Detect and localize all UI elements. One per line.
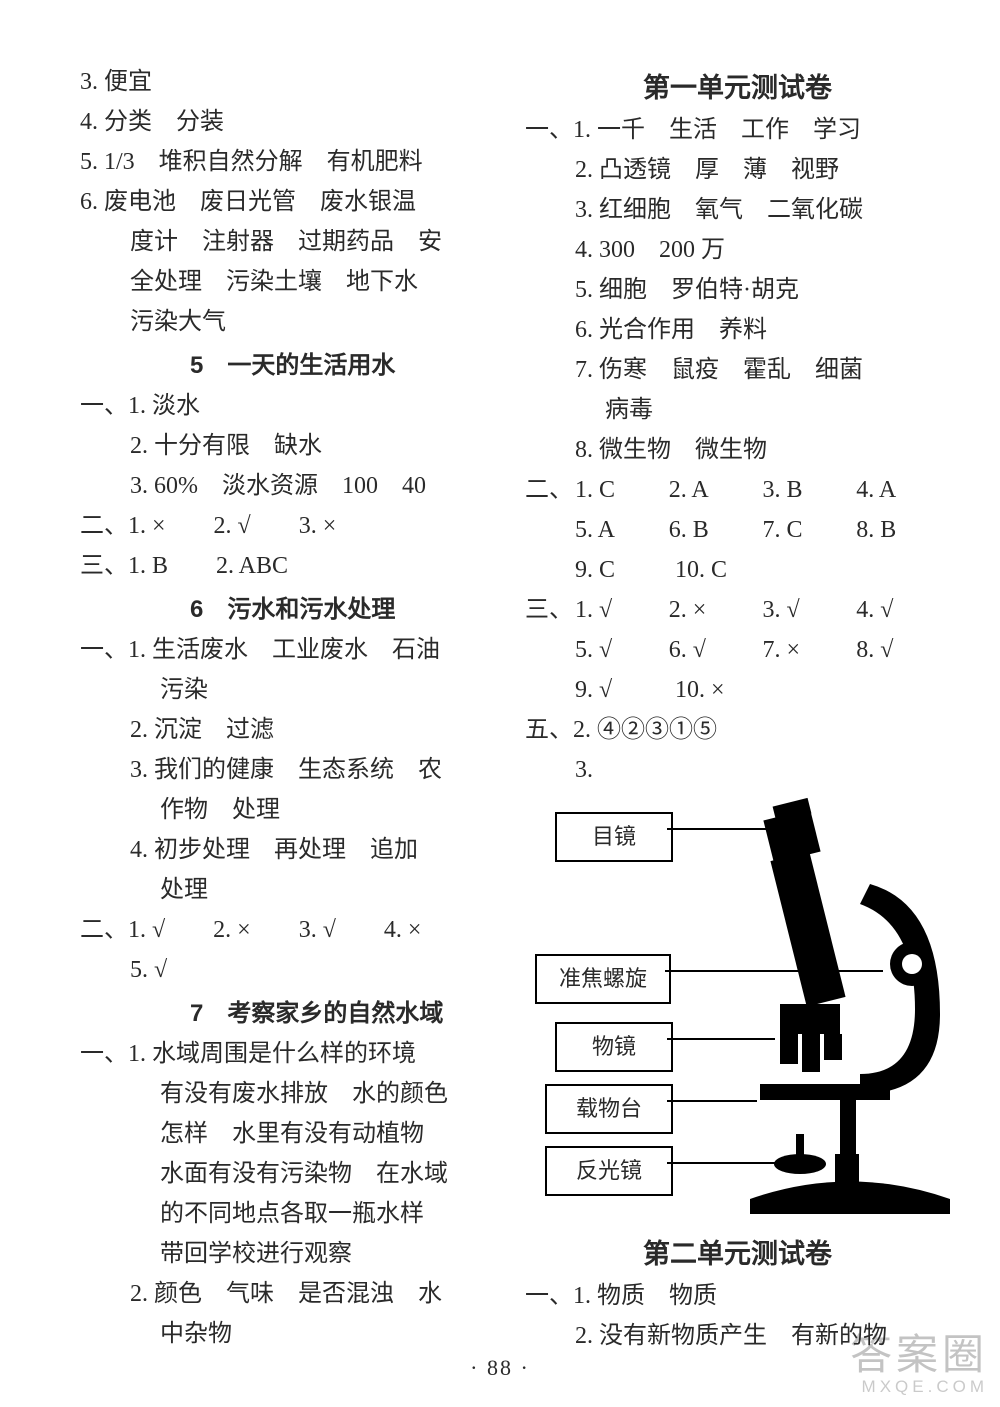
- tf-row: 5. √ 6. √ 7. × 8. √: [525, 630, 950, 670]
- tf-cell: 3. √: [763, 590, 857, 630]
- answer-line: 三、1. B 2. ABC: [80, 546, 485, 586]
- tf-cell: 2. ×: [669, 590, 763, 630]
- label-stage: 载物台: [545, 1084, 673, 1134]
- tf-row: 三、 1. √ 2. × 3. √ 4. √: [525, 590, 950, 630]
- choice-row: 9. C 10. C: [525, 550, 950, 590]
- label-objective: 物镜: [555, 1022, 673, 1072]
- section-heading-5: 5 一天的生活用水: [80, 346, 485, 386]
- answer-line: 有没有废水排放 水的颜色: [80, 1074, 485, 1114]
- section-roman: 二、: [525, 470, 575, 510]
- answer-line: 度计 注射器 过期药品 安: [80, 222, 485, 262]
- tf-cell: 6. √: [669, 630, 763, 670]
- answer-line: 二、1. √ 2. × 3. √ 4. ×: [80, 910, 485, 950]
- answer-line: 2. 十分有限 缺水: [80, 426, 485, 466]
- answer-line: 污染: [80, 670, 485, 710]
- answer-line: 水面有没有污染物 在水域: [80, 1154, 485, 1194]
- tf-cell: 1. √: [575, 590, 669, 630]
- tf-cell: 9. √: [575, 670, 675, 710]
- answer-line: 6. 废电池 废日光管 废水银温: [80, 182, 485, 222]
- answer-line: 二、1. × 2. √ 3. ×: [80, 506, 485, 546]
- answer-line: 4. 分类 分装: [80, 102, 485, 142]
- section-heading-7: 7 考察家乡的自然水域: [80, 994, 485, 1034]
- answer-line: 3. 红细胞 氧气 二氧化碳: [525, 190, 950, 230]
- right-column: 第一单元测试卷 一、1. 一千 生活 工作 学习 2. 凸透镜 厚 薄 视野 3…: [515, 62, 950, 1320]
- answer-line: 全处理 污染土壤 地下水: [80, 262, 485, 302]
- answer-line: 一、1. 淡水: [80, 386, 485, 426]
- tf-cell: 8. √: [856, 630, 950, 670]
- choice-cell: 8. B: [856, 510, 950, 550]
- left-column: 3. 便宜 4. 分类 分装 5. 1/3 堆积自然分解 有机肥料 6. 废电池…: [80, 62, 515, 1320]
- answer-line: 一、1. 物质 物质: [525, 1276, 950, 1316]
- answer-line: 中杂物: [80, 1314, 485, 1354]
- answer-line: 3. 60% 淡水资源 100 40: [80, 466, 485, 506]
- answer-line: 污染大气: [80, 302, 485, 342]
- answer-line: 7. 伤寒 鼠疫 霍乱 细菌: [525, 350, 950, 390]
- answer-line: 带回学校进行观察: [80, 1234, 485, 1274]
- answer-line: 五、2. ④②③①⑤: [525, 710, 950, 750]
- answer-line: 5. 1/3 堆积自然分解 有机肥料: [80, 142, 485, 182]
- choice-cell: 5. A: [575, 510, 669, 550]
- choice-cell: 7. C: [763, 510, 857, 550]
- label-eyepiece: 目镜: [555, 812, 673, 862]
- tf-cell: 5. √: [575, 630, 669, 670]
- microscope-diagram: 目镜 准焦螺旋 物镜 载物台 反光镜: [535, 794, 965, 1224]
- answer-line: 4. 初步处理 再处理 追加: [80, 830, 485, 870]
- unit2-test-heading: 第二单元测试卷: [525, 1234, 950, 1274]
- section-heading-6: 6 污水和污水处理: [80, 590, 485, 630]
- section-roman: 三、: [525, 590, 575, 630]
- choice-row: 5. A 6. B 7. C 8. B: [525, 510, 950, 550]
- answer-line: 4. 300 200 万: [525, 230, 950, 270]
- tf-cell: 10. ×: [675, 670, 775, 710]
- answer-line: 作物 处理: [80, 790, 485, 830]
- unit1-test-heading: 第一单元测试卷: [525, 68, 950, 108]
- answer-line: 怎样 水里有没有动植物: [80, 1114, 485, 1154]
- answer-line: 一、1. 生活废水 工业废水 石油: [80, 630, 485, 670]
- choice-cell: 9. C: [575, 550, 675, 590]
- watermark-text: 答案圈: [850, 1332, 988, 1378]
- choice-cell: 3. B: [763, 470, 857, 510]
- answer-line: 2. 颜色 气味 是否混浊 水: [80, 1274, 485, 1314]
- watermark: 答案圈 MXQE.COM: [850, 1332, 988, 1397]
- tf-cell: 7. ×: [763, 630, 857, 670]
- answer-line: 3. 我们的健康 生态系统 农: [80, 750, 485, 790]
- answer-line: 2. 凸透镜 厚 薄 视野: [525, 150, 950, 190]
- answer-line: 病毒: [525, 390, 950, 430]
- choice-cell: 1. C: [575, 470, 669, 510]
- choice-row: 二、 1. C 2. A 3. B 4. A: [525, 470, 950, 510]
- choice-cell: 10. C: [675, 550, 775, 590]
- answer-line: 5. 细胞 罗伯特·胡克: [525, 270, 950, 310]
- tf-cell: 4. √: [856, 590, 950, 630]
- answer-line: 5. √: [80, 950, 485, 990]
- answer-line: 6. 光合作用 养料: [525, 310, 950, 350]
- answer-line: 处理: [80, 870, 485, 910]
- answer-line: 3. 便宜: [80, 62, 485, 102]
- choice-cell: 6. B: [669, 510, 763, 550]
- answer-line: 的不同地点各取一瓶水样: [80, 1194, 485, 1234]
- choice-cell: 4. A: [856, 470, 950, 510]
- microscope-icon: [740, 794, 960, 1214]
- choice-cell: 2. A: [669, 470, 763, 510]
- tf-row: 9. √ 10. ×: [525, 670, 950, 710]
- label-focus-knob: 准焦螺旋: [535, 954, 671, 1004]
- page-columns: 3. 便宜 4. 分类 分装 5. 1/3 堆积自然分解 有机肥料 6. 废电池…: [0, 0, 1000, 1320]
- answer-line: 8. 微生物 微生物: [525, 430, 950, 470]
- answer-line: 一、1. 水域周围是什么样的环境: [80, 1034, 485, 1074]
- answer-line: 3.: [525, 750, 950, 790]
- answer-line: 一、1. 一千 生活 工作 学习: [525, 110, 950, 150]
- answer-line: 2. 沉淀 过滤: [80, 710, 485, 750]
- label-mirror: 反光镜: [545, 1146, 673, 1196]
- watermark-url: MXQE.COM: [850, 1378, 988, 1397]
